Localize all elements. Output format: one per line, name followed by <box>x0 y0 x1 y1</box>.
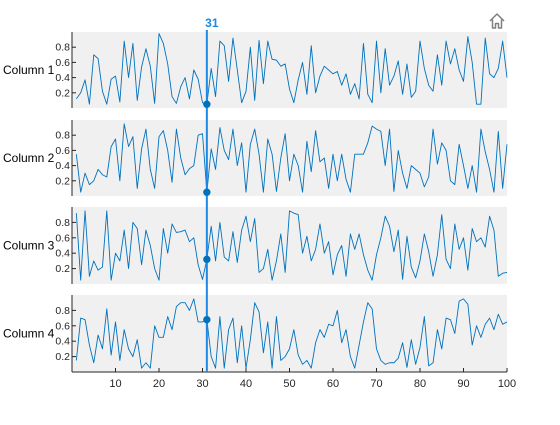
x-tick-label: 20 <box>153 378 165 390</box>
y-tick-label: 0.2 <box>55 175 70 187</box>
panel-background-2 <box>72 120 507 196</box>
y-tick-label: 0.6 <box>55 57 70 69</box>
series-line-4 <box>75 298 508 369</box>
x-tick-label: 30 <box>196 378 208 390</box>
y-tick-label: 0.2 <box>55 263 70 275</box>
y-tick-label: 0.8 <box>55 130 70 142</box>
y-tick-label: 0.2 <box>55 87 70 99</box>
x-tick-label: 70 <box>370 378 382 390</box>
y-tick-label: 0.4 <box>55 160 70 172</box>
panel-background-1 <box>72 32 507 108</box>
y-tick-label: 0.6 <box>55 232 70 244</box>
x-tick-label: 10 <box>109 378 121 390</box>
x-tick-label: 50 <box>283 378 295 390</box>
y-tick-label: 0.4 <box>55 248 70 260</box>
y-tick-label: 0.4 <box>55 336 70 348</box>
home-icon <box>489 13 505 29</box>
data-cursor-marker-2 <box>203 188 211 196</box>
y-tick-label: 0.8 <box>55 217 70 229</box>
series-line-2 <box>75 123 508 193</box>
series-label: Column 2 <box>3 151 55 165</box>
y-tick-label: 0.2 <box>55 351 70 363</box>
y-tick-label: 0.6 <box>55 320 70 332</box>
x-tick-label: 100 <box>498 378 516 390</box>
series-label: Column 4 <box>3 327 55 341</box>
y-tick-label: 0.6 <box>55 145 70 157</box>
series-line-3 <box>75 210 508 281</box>
series-label: Column 1 <box>3 63 55 77</box>
series-label: Column 3 <box>3 239 55 253</box>
series-line-1 <box>75 33 508 105</box>
data-cursor-marker-4 <box>203 315 211 324</box>
x-tick-label: 60 <box>327 378 339 390</box>
x-tick-label: 80 <box>414 378 426 390</box>
y-tick-label: 0.8 <box>55 42 70 54</box>
y-tick-label: 0.4 <box>55 72 70 84</box>
data-cursor-label: 31 <box>205 16 219 30</box>
x-tick-label: 40 <box>240 378 252 390</box>
x-tick-label: 90 <box>457 378 469 390</box>
y-tick-label: 0.8 <box>55 305 70 317</box>
panel-background-4 <box>72 295 507 372</box>
data-cursor-marker-3 <box>203 255 211 264</box>
data-cursor-marker-1 <box>203 100 211 108</box>
home-button[interactable] <box>486 10 508 32</box>
